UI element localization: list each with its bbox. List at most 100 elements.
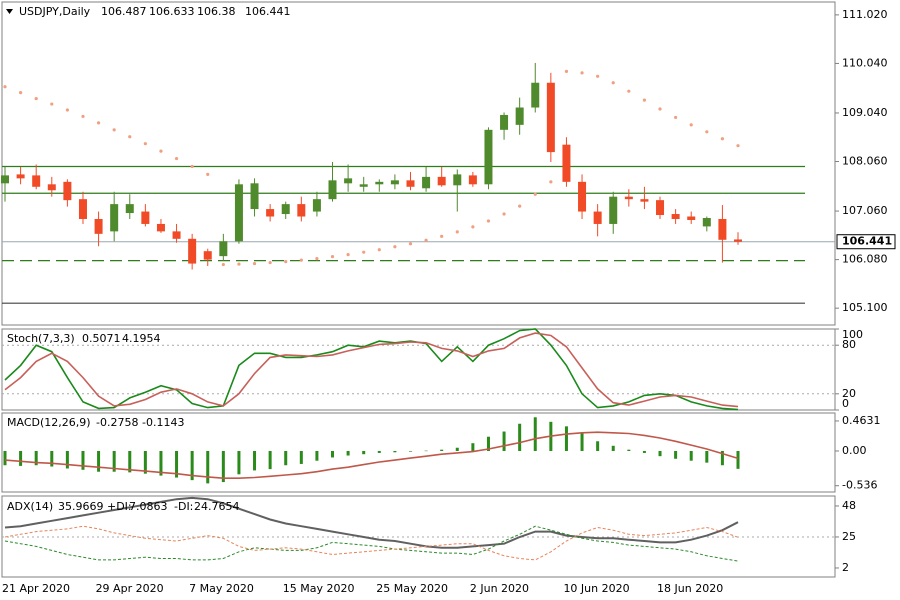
histogram-bar [674, 450, 678, 459]
candle-body [422, 176, 431, 189]
indicator-line [4, 332, 739, 408]
sar-dot [315, 257, 319, 261]
sar-dot [502, 212, 506, 216]
candle-body [16, 174, 25, 179]
histogram-bar [237, 450, 241, 475]
sar-dot [206, 172, 210, 176]
histogram-bar [408, 450, 412, 452]
sar-dot [596, 74, 600, 78]
sar-dot [330, 255, 335, 259]
histogram-bar [19, 450, 23, 466]
y-tick-label: 109.040 [842, 106, 888, 119]
stoch-title: Stoch(7,3,3) [7, 332, 75, 345]
y-tick-label: 0 [842, 397, 849, 410]
candle-body [266, 209, 275, 217]
candle-body [718, 218, 727, 240]
candle-body [531, 82, 540, 108]
histogram-bar [221, 450, 225, 483]
histogram-bar [486, 436, 490, 451]
indicator-line [4, 431, 739, 479]
menu-arrow[interactable] [6, 9, 13, 14]
sar-dot [408, 242, 413, 246]
y-tick-label: 2 [842, 561, 849, 574]
sar-dot [549, 180, 553, 184]
symbol-title: USDJPY,Daily [19, 5, 91, 18]
candle-body [484, 129, 493, 185]
sar-dot [393, 245, 397, 249]
histogram-bar [128, 450, 132, 473]
minus-di-label: -DI: [174, 500, 193, 513]
sar-dot [362, 250, 366, 254]
candle-body [94, 218, 103, 234]
candle-body [562, 144, 571, 182]
histogram-bar [440, 449, 444, 451]
sar-dot [346, 253, 350, 257]
histogram-bar [642, 450, 646, 453]
sar-dot [580, 71, 584, 75]
candle-body [110, 204, 119, 232]
histogram-bar [362, 450, 366, 455]
sar-dot [471, 225, 475, 229]
histogram-bar [720, 450, 724, 466]
x-tick-label: 18 Jun 2020 [657, 582, 723, 595]
histogram-bar [736, 450, 740, 469]
histogram-bar [627, 449, 631, 451]
candle-body [515, 107, 524, 125]
y-tick-label: 105.100 [842, 301, 888, 314]
plus-di-value: 7.0863 [129, 500, 168, 513]
ohlc-open: 106.487 [101, 5, 147, 18]
histogram-bar [455, 447, 459, 451]
sar-dot [3, 85, 7, 89]
sar-dot [424, 238, 428, 242]
sar-dot [658, 107, 662, 111]
candle-body [281, 204, 290, 215]
sar-dot [174, 156, 179, 161]
histogram-bar [268, 450, 272, 470]
candle-body [312, 199, 321, 212]
candle-body [593, 211, 602, 224]
macd-signal-value: -0.1143 [142, 416, 184, 429]
histogram-bar [315, 450, 319, 461]
sar-dot [705, 130, 709, 134]
x-tick-label: 15 May 2020 [283, 582, 355, 595]
histogram-bar [705, 450, 709, 463]
sar-dot [237, 262, 241, 266]
y-tick-label: 107.060 [842, 204, 888, 217]
sar-dot [96, 121, 101, 125]
price-label-box [836, 234, 896, 250]
y-tick-label: 111.020 [842, 8, 888, 21]
histogram-bar [580, 432, 584, 451]
ohlc-close: 106.441 [245, 5, 291, 18]
sar-dot [642, 98, 647, 102]
sar-dot [81, 114, 85, 119]
sar-dot [128, 135, 132, 139]
histogram-bar [175, 450, 179, 478]
sar-dot [18, 91, 23, 95]
y-tick-label: 108.060 [842, 155, 888, 168]
indicator-line [4, 525, 739, 561]
sar-dot [518, 204, 522, 208]
sar-dot [689, 123, 693, 127]
candle-body [500, 114, 509, 130]
candle-body [156, 223, 165, 232]
histogram-bar [533, 417, 537, 451]
sar-dot [720, 137, 725, 141]
y-tick-label: 110.040 [842, 56, 888, 69]
x-tick-label: 2 Jun 2020 [470, 582, 529, 595]
candle-body [687, 216, 696, 220]
candle-body [640, 199, 649, 202]
sar-dot [611, 81, 615, 85]
candle-body [172, 231, 181, 239]
histogram-bar [658, 450, 662, 457]
candle-body [78, 199, 87, 219]
sar-dot [627, 89, 631, 93]
histogram-bar [689, 450, 693, 461]
y-tick-label: 106.080 [842, 253, 888, 266]
histogram-bar [253, 450, 257, 471]
sar-dot [736, 144, 740, 148]
adx-title: ADX(14) [7, 500, 53, 513]
y-tick-label: 20 [842, 387, 856, 400]
candle-body [203, 251, 212, 260]
